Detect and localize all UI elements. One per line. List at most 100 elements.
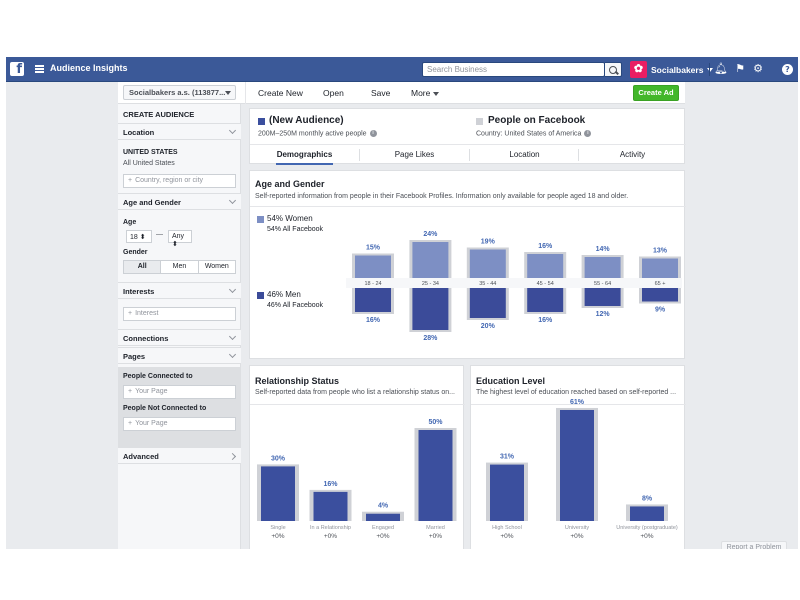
relationship-category-label: Engaged	[372, 525, 394, 531]
age-max-select[interactable]: Any ⬍	[168, 230, 192, 248]
age-gender-section-toggle[interactable]: Age and Gender	[118, 193, 241, 210]
age-gender-chart: 15% 18 - 24 16% 24% 25 - 34 28% 19% 35 - 44 20% 1…	[346, 231, 682, 342]
chevron-down-icon	[228, 196, 237, 205]
men-bar-label: 20%	[481, 323, 496, 330]
age-category-label: 55 - 64	[594, 281, 611, 287]
relationship-status-card: Relationship Status Self-reported data f…	[249, 365, 465, 549]
education-change-label: +0%	[500, 533, 513, 540]
help-icon[interactable]: ?	[782, 64, 793, 75]
age-gender-label: Age and Gender	[123, 198, 181, 207]
plus-icon: +	[128, 177, 133, 184]
flag-icon[interactable]: ⚑	[735, 62, 745, 75]
men-bar	[642, 288, 678, 302]
education-bar-label: 61%	[570, 399, 585, 406]
age-max-value: Any	[172, 233, 185, 240]
gender-all-button[interactable]: All	[124, 261, 161, 273]
tab-page-likes[interactable]: Page Likes	[394, 150, 435, 159]
facebook-logo-icon[interactable]: f	[10, 62, 24, 77]
tab-demographics[interactable]: Demographics	[276, 145, 333, 165]
audience-insights-window: f Audience Insights Search Business ✿ So…	[6, 57, 798, 549]
create-ad-button[interactable]: Create Ad	[633, 85, 679, 101]
tab-divider	[359, 149, 360, 161]
toolbar-divider	[245, 82, 246, 104]
men-bar	[469, 288, 506, 318]
men-bar-label: 16%	[538, 317, 553, 324]
relationship-bar	[418, 430, 453, 521]
gear-icon[interactable]: ⚙	[753, 62, 763, 75]
location-section-toggle[interactable]: Location	[118, 123, 241, 140]
people-not-connected-label: People Not Connected to	[123, 405, 207, 412]
relationship-change-label: +0%	[271, 533, 284, 540]
relationship-change-label: +0%	[324, 533, 337, 540]
notifications-bell-icon[interactable]: 🔔︎	[714, 62, 728, 75]
chevron-right-icon	[228, 452, 237, 461]
app-title: Audience Insights	[50, 63, 128, 73]
education-bar	[490, 464, 524, 521]
age-gender-card: Age and Gender Self-reported information…	[249, 170, 686, 359]
gender-women-button[interactable]: Women	[197, 261, 235, 273]
education-category-label: University (postgraduate)	[616, 525, 678, 531]
tab-activity[interactable]: Activity	[619, 150, 646, 159]
sidebar-header: CREATE AUDIENCE	[123, 110, 195, 119]
location-input[interactable]: + Country, region or city	[123, 174, 236, 188]
new-audience-size-text: 200M–250M monthly active people	[258, 130, 367, 138]
age-range-dash: —	[156, 231, 163, 238]
connections-label: Connections	[123, 334, 169, 343]
education-bar-label: 8%	[642, 495, 653, 502]
gender-men-button[interactable]: Men	[160, 261, 197, 273]
info-icon[interactable]: i	[369, 130, 377, 137]
age-min-select[interactable]: 18 ⬍	[126, 230, 152, 243]
relationship-title: Relationship Status	[255, 376, 340, 386]
report-problem-button[interactable]: Report a Problem	[721, 541, 787, 549]
connected-page-input[interactable]: + Your Page	[123, 385, 236, 399]
women-bar-label: 13%	[653, 248, 668, 255]
plus-icon: +	[128, 310, 133, 317]
advanced-section-toggle[interactable]: Advanced	[118, 447, 241, 464]
relationship-bar	[366, 513, 400, 521]
relationship-description: Self-reported data from people who list …	[255, 389, 455, 396]
selected-country-sub: All United States	[123, 160, 175, 167]
pages-section-toggle[interactable]: Pages	[118, 347, 241, 364]
chevron-down-icon	[225, 91, 231, 95]
chevron-down-icon	[228, 126, 237, 135]
menu-icon[interactable]	[35, 65, 44, 73]
interests-section-toggle[interactable]: Interests	[118, 282, 241, 299]
chevron-down-icon	[228, 350, 237, 359]
relationship-bar	[261, 466, 295, 521]
gender-label: Gender	[123, 249, 148, 256]
account-switcher[interactable]: ✿ Socialbakers	[630, 61, 714, 78]
men-percent: 46% Men	[267, 290, 301, 299]
ad-account-select[interactable]: Socialbakers a.s. (113877...	[123, 85, 236, 100]
relationship-bar	[313, 491, 348, 521]
men-bar	[584, 288, 621, 306]
relationship-bar-label: 16%	[323, 481, 338, 488]
age-gender-description: Self-reported information from people in…	[255, 193, 629, 200]
gender-toggle-group: All Men Women	[123, 260, 236, 274]
more-button[interactable]: More	[411, 88, 440, 98]
chevron-down-icon	[433, 91, 440, 96]
interest-input[interactable]: + Interest	[123, 307, 236, 321]
info-icon[interactable]: i	[584, 130, 592, 137]
education-chart: 31% High School +0% 61% University +0% 8% Unive…	[486, 399, 678, 540]
connections-section-toggle[interactable]: Connections	[118, 329, 241, 346]
new-audience-swatch	[258, 118, 265, 125]
tab-divider	[469, 149, 470, 161]
open-button[interactable]: Open	[323, 88, 344, 98]
not-connected-page-placeholder: Your Page	[135, 420, 168, 427]
create-new-button[interactable]: Create New	[258, 88, 303, 98]
tab-location[interactable]: Location	[509, 150, 540, 159]
create-audience-sidebar: CREATE AUDIENCE Location UNITED STATES A…	[118, 104, 241, 549]
save-button[interactable]: Save	[371, 88, 391, 98]
interests-label: Interests	[123, 287, 155, 296]
women-bar	[355, 255, 391, 278]
account-avatar: ✿	[630, 61, 647, 78]
card-divider	[250, 206, 686, 207]
women-bar	[527, 254, 564, 278]
chevron-down-icon	[707, 67, 714, 72]
account-name: Socialbakers	[651, 64, 704, 75]
plus-icon: +	[128, 420, 133, 427]
not-connected-page-input[interactable]: + Your Page	[123, 417, 236, 431]
search-business-input[interactable]: Search Business	[422, 62, 605, 77]
search-icon[interactable]	[605, 62, 622, 77]
women-all-facebook: 54% All Facebook	[267, 226, 324, 233]
